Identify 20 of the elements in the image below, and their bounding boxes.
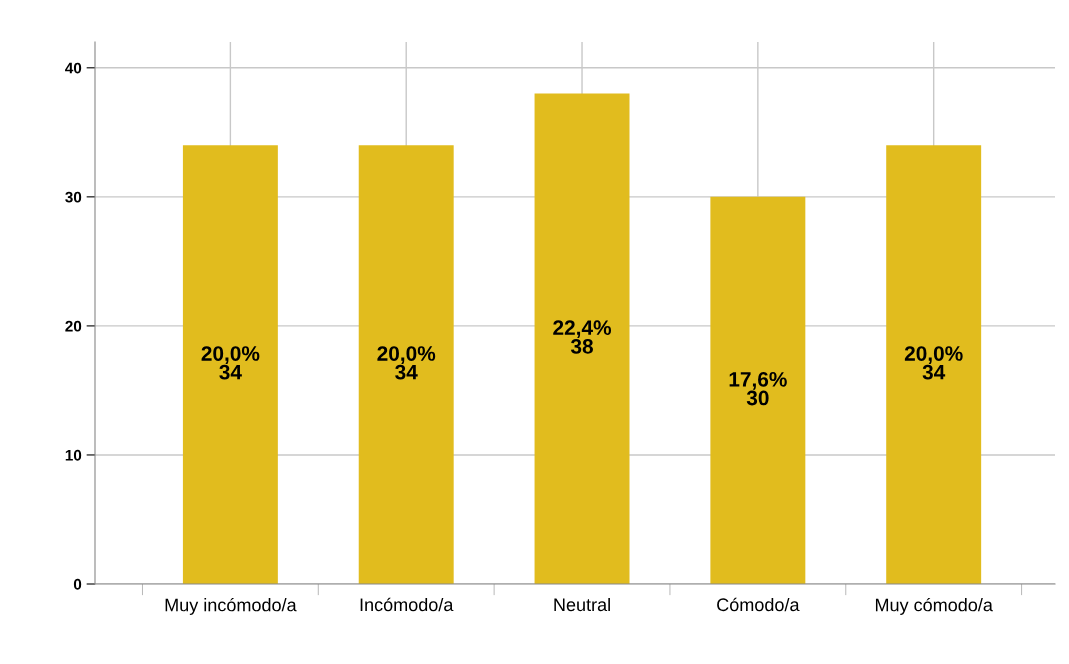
data-label: 20,0% 34: [904, 346, 963, 380]
y-tick-label: 40: [65, 62, 82, 74]
x-tick-label: Incómodo/a: [360, 597, 454, 612]
data-label: 20,0% 34: [377, 346, 436, 380]
x-tick-label: Muy incómodo/a: [165, 597, 297, 615]
x-tick-label: Muy cómodo/a: [875, 597, 993, 615]
bar: [534, 93, 630, 584]
bar: [710, 196, 806, 584]
y-tick-label: 10: [65, 449, 82, 461]
x-tick-label: Neutral: [554, 597, 610, 612]
data-label: 22,4% 38: [553, 320, 612, 354]
bar: [358, 145, 454, 584]
data-label: 17,6% 30: [729, 371, 787, 406]
bar: [886, 145, 982, 584]
y-tick-label: 20: [65, 320, 82, 332]
data-label: 20,0% 34: [201, 346, 260, 380]
bar: [182, 145, 278, 584]
y-tick-label: 30: [65, 191, 82, 203]
y-tick-label: 0: [73, 578, 82, 590]
x-tick-label: Cómodo/a: [717, 597, 800, 612]
